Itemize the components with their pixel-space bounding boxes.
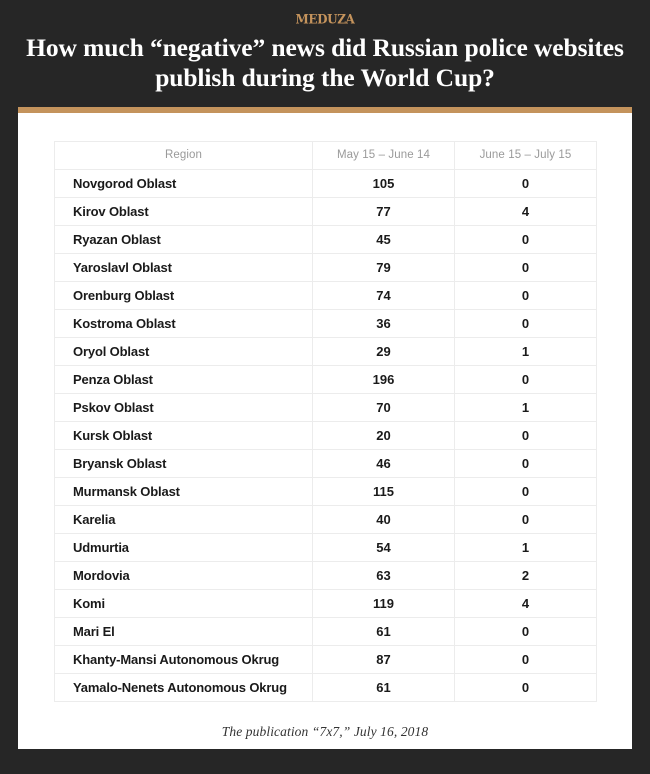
table-row: Karelia 40 0 [54, 504, 597, 534]
header: meduza How much “negative” news did Russ… [0, 0, 650, 93]
table-row: Orenburg Oblast 74 0 [54, 280, 597, 310]
cell-period-1-value: 36 [312, 308, 455, 338]
cell-period-1-value: 196 [312, 364, 455, 394]
column-header-period-2: June 15 – July 15 [454, 140, 597, 170]
cell-period-1-value: 45 [312, 224, 455, 254]
cell-period-1-value: 29 [312, 336, 455, 366]
cell-period-1-value: 20 [312, 420, 455, 450]
cell-period-1-value: 46 [312, 448, 455, 478]
cell-period-2-value: 0 [454, 224, 597, 254]
cell-period-1-value: 105 [312, 168, 455, 198]
cell-region: Yamalo-Nenets Autonomous Okrug [54, 672, 313, 702]
table-row: Bryansk Oblast 46 0 [54, 448, 597, 478]
cell-region: Pskov Oblast [54, 392, 313, 422]
cell-period-1-value: 61 [312, 672, 455, 702]
cell-region: Murmansk Oblast [54, 476, 313, 506]
table-header: Region May 15 – June 14 June 15 – July 1… [54, 140, 597, 170]
table-row: Yaroslavl Oblast 79 0 [54, 252, 597, 282]
table-row: Kursk Oblast 20 0 [54, 420, 597, 450]
cell-period-2-value: 4 [454, 196, 597, 226]
cell-region: Kostroma Oblast [54, 308, 313, 338]
cell-period-1-value: 70 [312, 392, 455, 422]
cell-region: Bryansk Oblast [54, 448, 313, 478]
cell-region: Udmurtia [54, 532, 313, 562]
meduza-logo: meduza [295, 6, 355, 30]
table-row: Murmansk Oblast 115 0 [54, 476, 597, 506]
cell-period-2-value: 0 [454, 420, 597, 450]
table-row: Kostroma Oblast 36 0 [54, 308, 597, 338]
cell-region: Karelia [54, 504, 313, 534]
cell-period-1-value: 115 [312, 476, 455, 506]
table-row: Komi 119 4 [54, 588, 597, 618]
cell-region: Khanty-Mansi Autonomous Okrug [54, 644, 313, 674]
cell-region: Yaroslavl Oblast [54, 252, 313, 282]
cell-region: Novgorod Oblast [54, 168, 313, 198]
cell-period-2-value: 0 [454, 364, 597, 394]
cell-period-1-value: 61 [312, 616, 455, 646]
cell-period-2-value: 0 [454, 280, 597, 310]
cell-period-1-value: 87 [312, 644, 455, 674]
table-row: Pskov Oblast 70 1 [54, 392, 597, 422]
table-header-row: Region May 15 – June 14 June 15 – July 1… [54, 140, 597, 170]
table-row: Oryol Oblast 29 1 [54, 336, 597, 366]
column-header-period-1: May 15 – June 14 [312, 140, 455, 170]
cell-period-1-value: 74 [312, 280, 455, 310]
cell-period-2-value: 0 [454, 616, 597, 646]
cell-region: Kirov Oblast [54, 196, 313, 226]
cell-period-1-value: 54 [312, 532, 455, 562]
source-caption: The publication “7x7,” July 16, 2018 [221, 723, 429, 739]
table-row: Mari El 61 0 [54, 616, 597, 646]
table-row: Khanty-Mansi Autonomous Okrug 87 0 [54, 644, 597, 674]
column-header-region: Region [54, 140, 313, 170]
cell-period-2-value: 4 [454, 588, 597, 618]
cell-period-2-value: 0 [454, 448, 597, 478]
table-row: Kirov Oblast 77 4 [54, 196, 597, 226]
cell-region: Komi [54, 588, 313, 618]
cell-period-2-value: 0 [454, 476, 597, 506]
cell-period-1-value: 77 [312, 196, 455, 226]
cell-region: Orenburg Oblast [54, 280, 313, 310]
cell-period-2-value: 2 [454, 560, 597, 590]
cell-period-2-value: 0 [454, 504, 597, 534]
page-title: How much “negative” news did Russian pol… [26, 33, 624, 92]
cell-period-1-value: 79 [312, 252, 455, 282]
cell-region: Mordovia [54, 560, 313, 590]
data-table: Region May 15 – June 14 June 15 – July 1… [54, 140, 597, 702]
cell-period-1-value: 40 [312, 504, 455, 534]
cell-period-2-value: 0 [454, 308, 597, 338]
cell-period-2-value: 0 [454, 644, 597, 674]
cell-region: Penza Oblast [54, 364, 313, 394]
cell-period-1-value: 119 [312, 588, 455, 618]
table-body: Novgorod Oblast 105 0 Kirov Oblast 77 4 Ryazan… [54, 168, 597, 702]
table-row: Ryazan Oblast 45 0 [54, 224, 597, 254]
cell-region: Oryol Oblast [54, 336, 313, 366]
cell-period-2-value: 1 [454, 336, 597, 366]
cell-period-2-value: 1 [454, 532, 597, 562]
data-table-container: Region May 15 – June 14 June 15 – July 1… [54, 140, 597, 702]
cell-region: Mari El [54, 616, 313, 646]
cell-period-2-value: 0 [454, 672, 597, 702]
cell-period-2-value: 0 [454, 168, 597, 198]
table-row: Mordovia 63 2 [54, 560, 597, 590]
cell-region: Kursk Oblast [54, 420, 313, 450]
table-row: Novgorod Oblast 105 0 [54, 168, 597, 198]
cell-period-1-value: 63 [312, 560, 455, 590]
cell-period-2-value: 1 [454, 392, 597, 422]
cell-region: Ryazan Oblast [54, 224, 313, 254]
table-row: Udmurtia 54 1 [54, 532, 597, 562]
content-card: Region May 15 – June 14 June 15 – July 1… [18, 106, 632, 749]
cell-period-2-value: 0 [454, 252, 597, 282]
table-row: Penza Oblast 196 0 [54, 364, 597, 394]
table-row: Yamalo-Nenets Autonomous Okrug 61 0 [54, 672, 597, 702]
